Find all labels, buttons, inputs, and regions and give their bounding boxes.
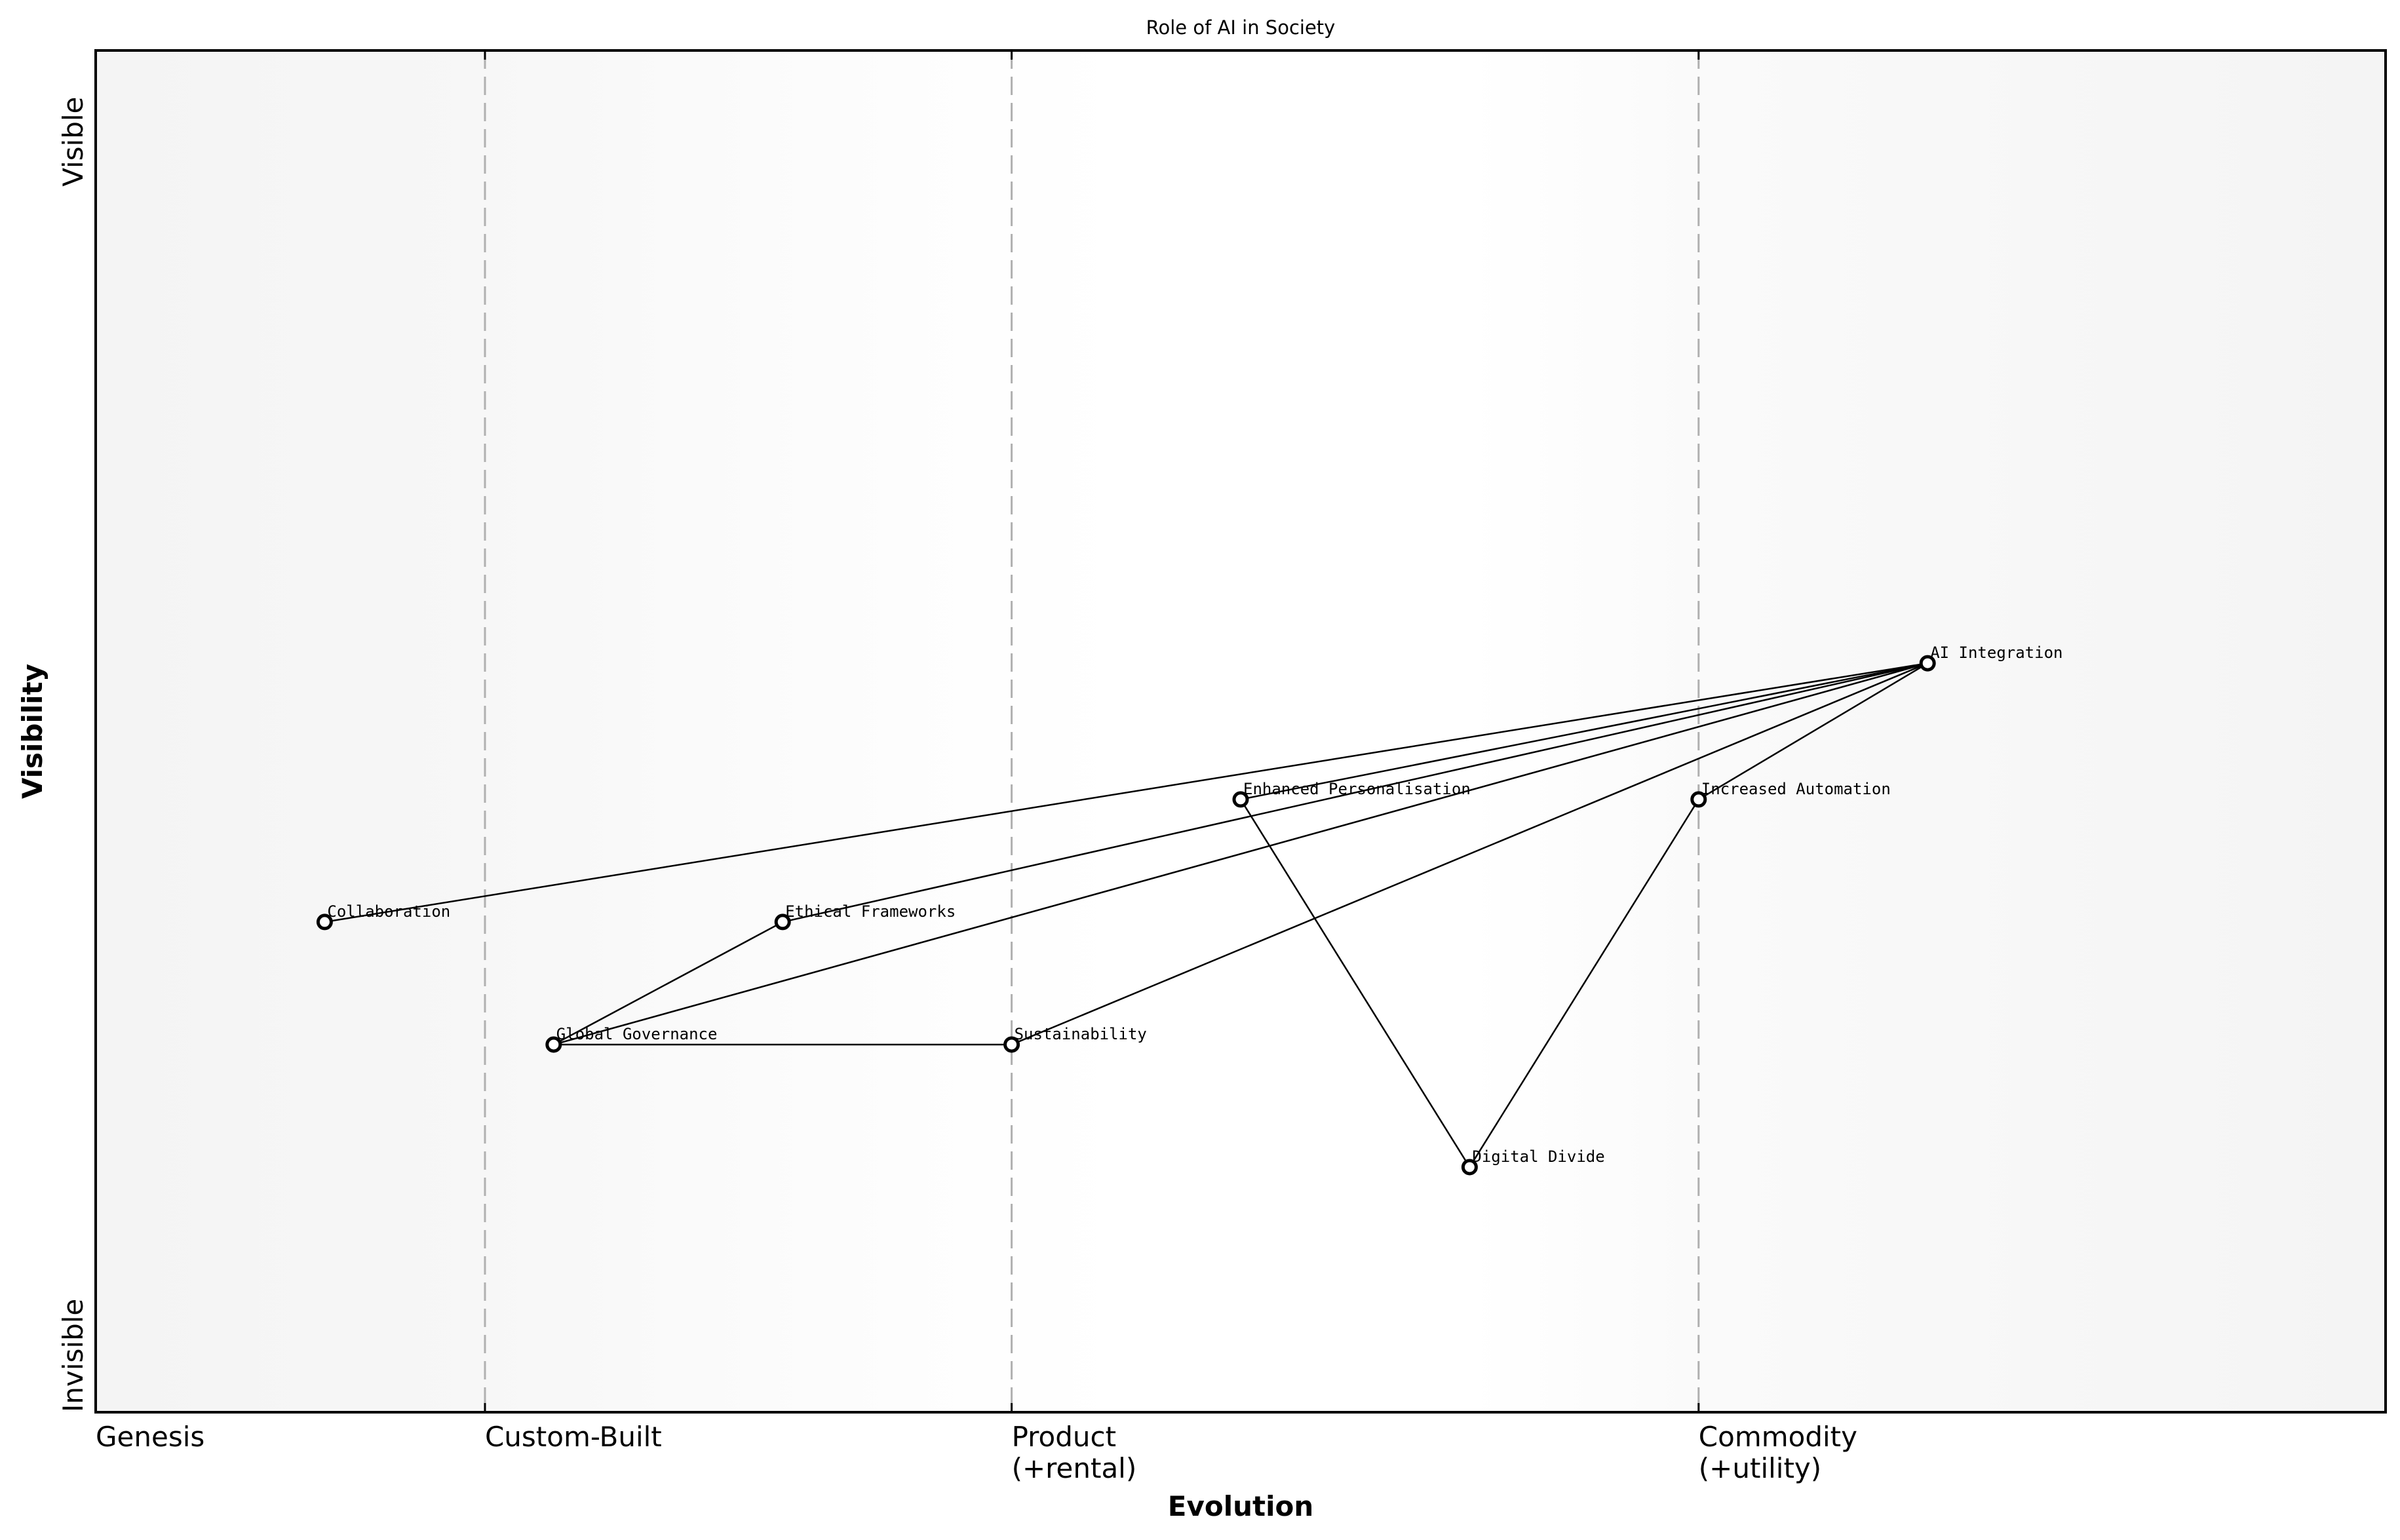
node-label: Sustainability bbox=[1015, 1025, 1147, 1043]
map-node[interactable]: Sustainability bbox=[1003, 1025, 1147, 1053]
edge-line bbox=[553, 662, 1928, 1046]
y-tick-label: Invisible bbox=[57, 1299, 89, 1412]
map-node[interactable]: Global Governance bbox=[545, 1025, 718, 1053]
x-tick-label: Product (+rental) bbox=[1012, 1421, 1137, 1484]
y-axis-ticks: Invisible Visible bbox=[57, 97, 89, 1412]
map-node[interactable]: AI Integration bbox=[1919, 644, 2062, 672]
edges bbox=[324, 662, 1928, 1168]
stage-dividers bbox=[484, 50, 1700, 1412]
edge-line bbox=[1011, 662, 1928, 1046]
node-marker[interactable] bbox=[1232, 791, 1249, 808]
node-label: Enhanced Personalisation bbox=[1243, 780, 1471, 798]
edge-line bbox=[1469, 799, 1699, 1168]
nodes: AI Integration Enhanced Personalisation In… bbox=[316, 644, 2062, 1176]
node-marker[interactable] bbox=[1690, 791, 1707, 808]
edge-line bbox=[553, 921, 783, 1046]
x-axis-title: Evolution bbox=[1168, 1490, 1313, 1522]
y-axis-title: Visibility bbox=[16, 664, 48, 799]
x-tick-label: Commodity (+utility) bbox=[1699, 1421, 1857, 1484]
node-marker[interactable] bbox=[545, 1036, 562, 1053]
edge-line bbox=[782, 662, 1928, 923]
node-marker[interactable] bbox=[1919, 655, 1936, 672]
edge-line bbox=[1240, 662, 1928, 801]
x-tick-label: Custom-Built bbox=[485, 1421, 662, 1453]
plot-area bbox=[96, 50, 2386, 1412]
x-axis-ticks: Genesis Custom-Built Product (+rental) Commo… bbox=[94, 50, 1857, 1484]
y-tick-label: Visible bbox=[57, 97, 89, 187]
edge-line bbox=[1698, 663, 1928, 800]
node-marker[interactable] bbox=[1003, 1036, 1020, 1053]
edge-line bbox=[324, 662, 1928, 923]
map-node[interactable]: Digital Divide bbox=[1461, 1147, 1605, 1176]
map-node[interactable]: Increased Automation bbox=[1690, 780, 1891, 808]
node-marker[interactable] bbox=[316, 914, 333, 931]
node-marker[interactable] bbox=[774, 914, 791, 931]
node-label: AI Integration bbox=[1930, 644, 2062, 662]
node-label: Global Governance bbox=[556, 1025, 718, 1043]
map-node[interactable]: Enhanced Personalisation bbox=[1232, 780, 1471, 808]
node-label: Collaboration bbox=[327, 902, 450, 921]
map-node[interactable]: Collaboration bbox=[316, 902, 450, 931]
node-label: Digital Divide bbox=[1472, 1147, 1604, 1166]
map-node[interactable]: Ethical Frameworks bbox=[774, 902, 956, 931]
node-label: Ethical Frameworks bbox=[785, 902, 956, 921]
node-marker[interactable] bbox=[1461, 1159, 1478, 1176]
node-label: Increased Automation bbox=[1701, 780, 1891, 798]
edge-line bbox=[1239, 799, 1471, 1168]
chart-title: Role of AI in Society bbox=[1146, 16, 1336, 39]
x-tick-label: Genesis bbox=[96, 1421, 204, 1453]
plot-frame bbox=[94, 49, 2387, 1414]
